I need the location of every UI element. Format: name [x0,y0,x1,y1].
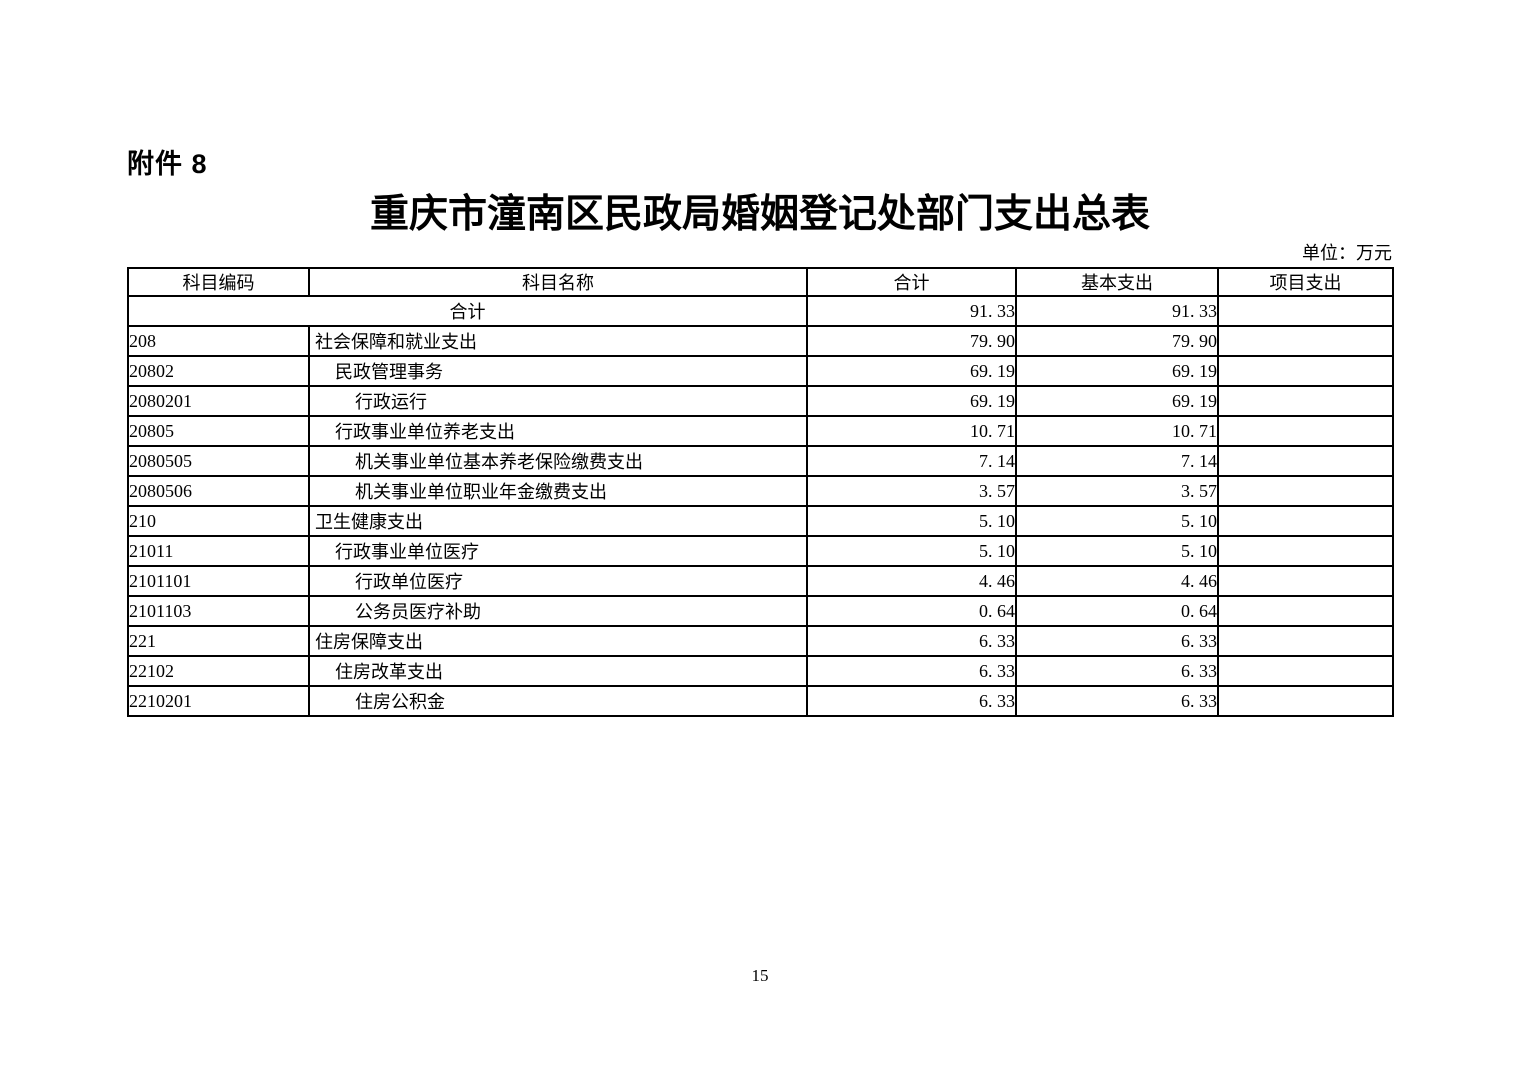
basic-expense-cell: 6. 33 [1015,625,1219,657]
header-total: 合计 [806,267,1017,297]
table-row: 210 卫生健康支出 5. 10 5. 10 [127,505,1394,537]
total-cell: 79. 90 [806,325,1017,357]
total-cell: 5. 10 [806,505,1017,537]
header-subject-code: 科目编码 [127,267,310,297]
name-cell: 住房改革支出 [308,655,808,687]
page-title: 重庆市潼南区民政局婚姻登记处部门支出总表 [369,193,1150,236]
total-cell: 6. 33 [806,655,1017,687]
code-cell: 2101103 [127,595,310,627]
project-expense-cell [1217,445,1394,477]
code-cell: 2080506 [127,475,310,507]
table-row: 221 住房保障支出 6. 33 6. 33 [127,625,1394,657]
name-cell: 社会保障和就业支出 [308,325,808,357]
expenditure-table: 科目编码 科目名称 合计 基本支出 项目支出 合计 91. 33 91. 33 208… [127,267,1394,717]
total-cell: 0. 64 [806,595,1017,627]
project-expense-cell [1217,685,1394,717]
total-cell: 69. 19 [806,385,1017,417]
code-cell: 2080201 [127,385,310,417]
name-cell: 公务员医疗补助 [308,595,808,627]
code-cell: 20802 [127,355,310,387]
name-cell: 民政管理事务 [308,355,808,387]
code-cell: 2210201 [127,685,310,717]
name-cell: 机关事业单位职业年金缴费支出 [308,475,808,507]
basic-expense-cell: 69. 19 [1015,355,1219,387]
name-cell: 机关事业单位基本养老保险缴费支出 [308,445,808,477]
total-cell: 10. 71 [806,415,1017,447]
name-cell: 住房保障支出 [308,625,808,657]
table-row: 20805 行政事业单位养老支出 10. 71 10. 71 [127,415,1394,447]
attachment-label: 附件 8 [127,149,208,179]
project-expense-cell [1217,385,1394,417]
basic-expense-cell: 91. 33 [1015,295,1219,327]
total-cell: 4. 46 [806,565,1017,597]
name-cell: 合计 [127,295,808,327]
table-body: 合计 91. 33 91. 33 208 社会保障和就业支出 79. 90 79. 90 20… [127,295,1394,717]
project-expense-cell [1217,325,1394,357]
code-cell: 2101101 [127,565,310,597]
header-subject-name: 科目名称 [308,267,808,297]
project-expense-cell [1217,475,1394,507]
project-expense-cell [1217,565,1394,597]
name-cell: 行政事业单位养老支出 [308,415,808,447]
table-row: 208 社会保障和就业支出 79. 90 79. 90 [127,325,1394,357]
name-cell: 住房公积金 [308,685,808,717]
basic-expense-cell: 7. 14 [1015,445,1219,477]
basic-expense-cell: 5. 10 [1015,535,1219,567]
total-cell: 91. 33 [806,295,1017,327]
table-row: 2080201 行政运行 69. 19 69. 19 [127,385,1394,417]
basic-expense-cell: 4. 46 [1015,565,1219,597]
table-row: 21011 行政事业单位医疗 5. 10 5. 10 [127,535,1394,567]
code-cell: 22102 [127,655,310,687]
basic-expense-cell: 69. 19 [1015,385,1219,417]
project-expense-cell [1217,595,1394,627]
project-expense-cell [1217,535,1394,567]
basic-expense-cell: 0. 64 [1015,595,1219,627]
total-cell: 3. 57 [806,475,1017,507]
project-expense-cell [1217,355,1394,387]
project-expense-cell [1217,295,1394,327]
code-cell: 221 [127,625,310,657]
project-expense-cell [1217,415,1394,447]
table-row: 2080505 机关事业单位基本养老保险缴费支出 7. 14 7. 14 [127,445,1394,477]
basic-expense-cell: 6. 33 [1015,685,1219,717]
table-row: 2101103 公务员医疗补助 0. 64 0. 64 [127,595,1394,627]
table-row: 22102 住房改革支出 6. 33 6. 33 [127,655,1394,687]
code-cell: 210 [127,505,310,537]
table-header-row: 科目编码 科目名称 合计 基本支出 项目支出 [127,267,1394,297]
total-cell: 6. 33 [806,625,1017,657]
table-row: 20802 民政管理事务 69. 19 69. 19 [127,355,1394,387]
basic-expense-cell: 6. 33 [1015,655,1219,687]
header-project-expense: 项目支出 [1217,267,1394,297]
name-cell: 卫生健康支出 [308,505,808,537]
code-cell: 20805 [127,415,310,447]
total-cell: 6. 33 [806,685,1017,717]
total-cell: 69. 19 [806,355,1017,387]
total-cell: 5. 10 [806,535,1017,567]
header-basic-expense: 基本支出 [1015,267,1219,297]
basic-expense-cell: 5. 10 [1015,505,1219,537]
table-row: 2080506 机关事业单位职业年金缴费支出 3. 57 3. 57 [127,475,1394,507]
total-cell: 7. 14 [806,445,1017,477]
project-expense-cell [1217,625,1394,657]
name-cell: 行政运行 [308,385,808,417]
code-cell: 2080505 [127,445,310,477]
basic-expense-cell: 3. 57 [1015,475,1219,507]
page-number: 15 [751,966,769,985]
basic-expense-cell: 10. 71 [1015,415,1219,447]
project-expense-cell [1217,655,1394,687]
table-row: 2210201 住房公积金 6. 33 6. 33 [127,685,1394,717]
code-cell: 21011 [127,535,310,567]
code-cell: 208 [127,325,310,357]
name-cell: 行政事业单位医疗 [308,535,808,567]
table-row: 2101101 行政单位医疗 4. 46 4. 46 [127,565,1394,597]
unit-note: 单位：万元 [1302,243,1392,263]
name-cell: 行政单位医疗 [308,565,808,597]
project-expense-cell [1217,505,1394,537]
table-row: 合计 91. 33 91. 33 [127,295,1394,327]
basic-expense-cell: 79. 90 [1015,325,1219,357]
